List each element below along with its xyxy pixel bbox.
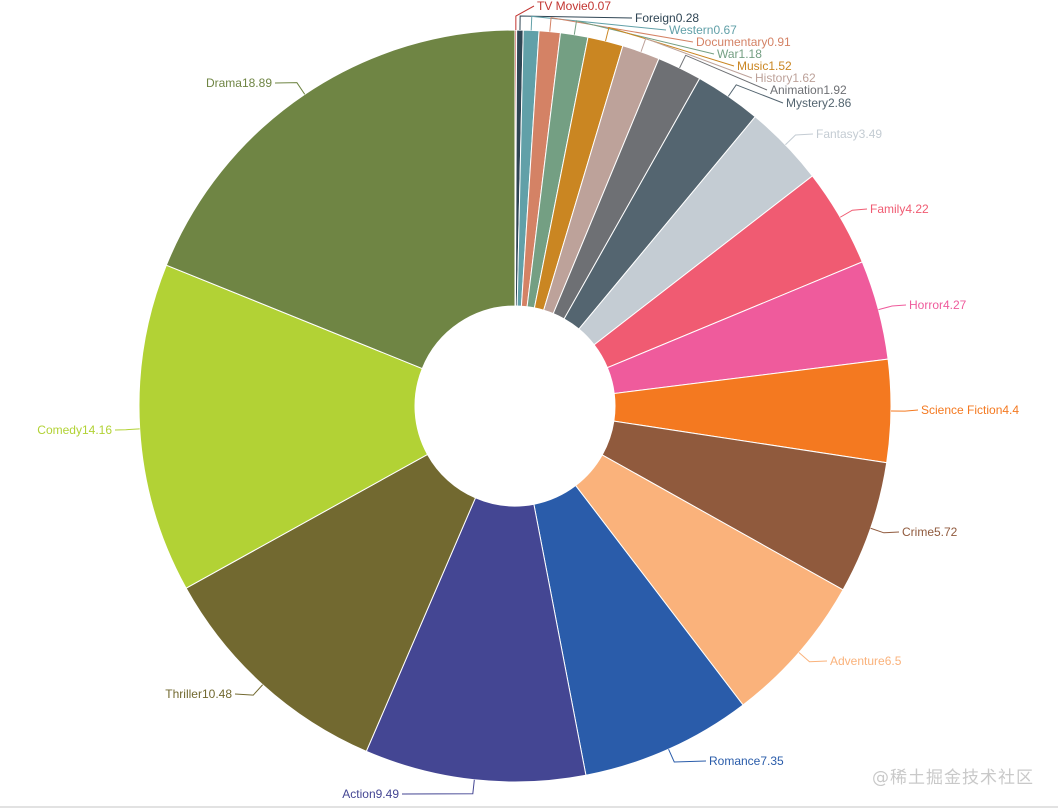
leader-action [401, 779, 475, 795]
leader-crime [870, 527, 900, 534]
leader-horror [878, 304, 907, 311]
bottom-divider [0, 806, 1058, 808]
slice-thriller[interactable] [185, 453, 477, 753]
label-family: Family4.22 [870, 202, 929, 216]
leader-family [839, 208, 868, 218]
slice-romance[interactable] [533, 484, 744, 776]
leader-documentary [549, 17, 694, 43]
leader-music [605, 26, 735, 67]
label-horror: Horror4.27 [909, 298, 967, 312]
label-drama: Drama18.89 [206, 76, 272, 90]
label-crime: Crime5.72 [902, 525, 958, 539]
label-action: Action9.49 [342, 787, 399, 801]
label-western: Western0.67 [669, 23, 737, 37]
label-history: History1.62 [755, 71, 816, 85]
slice-labels: TV Movie0.07 Foreign0.28Western0.67Docume… [37, 0, 1019, 801]
label-music: Music1.52 [737, 59, 792, 73]
watermark-text: @稀土掘金技术社区 [872, 768, 1034, 788]
label-foreign: Foreign0.28 [635, 11, 699, 25]
label-documentary: Documentary0.91 [696, 35, 791, 49]
leader-thriller [234, 684, 264, 696]
label-war: War1.18 [717, 47, 762, 61]
slice-comedy[interactable] [138, 264, 429, 589]
label-comedy: Comedy14.16 [37, 423, 112, 437]
leader-mystery [727, 84, 784, 104]
label-fantasy: Fantasy3.49 [816, 127, 882, 141]
leader-fantasy [785, 133, 814, 146]
label-romance: Romance7.35 [709, 754, 784, 768]
label-mystery: Mystery2.86 [786, 96, 852, 110]
leader-foreign [519, 15, 633, 31]
slice-adventure[interactable] [574, 454, 844, 706]
leader-drama [274, 82, 306, 95]
donut-slices [138, 29, 892, 783]
label-adventure: Adventure6.5 [830, 654, 902, 668]
leader-western [530, 15, 667, 31]
label-science-fiction: Science Fiction4.4 [921, 403, 1019, 417]
label-leader-lines [114, 5, 919, 795]
leader-animation [679, 54, 768, 91]
leader-romance [668, 749, 707, 763]
label-tv-movie: TV Movie0.07 [537, 0, 611, 13]
slice-drama[interactable] [165, 29, 516, 370]
leader-tv-movie [515, 5, 535, 31]
leader-science-fiction [890, 409, 919, 412]
label-thriller: Thriller10.48 [165, 687, 232, 701]
leader-history [640, 37, 753, 79]
leader-adventure [798, 652, 828, 663]
slice-action[interactable] [365, 497, 587, 783]
leader-comedy [114, 428, 140, 431]
label-animation: Animation1.92 [770, 83, 847, 97]
leader-war [573, 20, 715, 55]
